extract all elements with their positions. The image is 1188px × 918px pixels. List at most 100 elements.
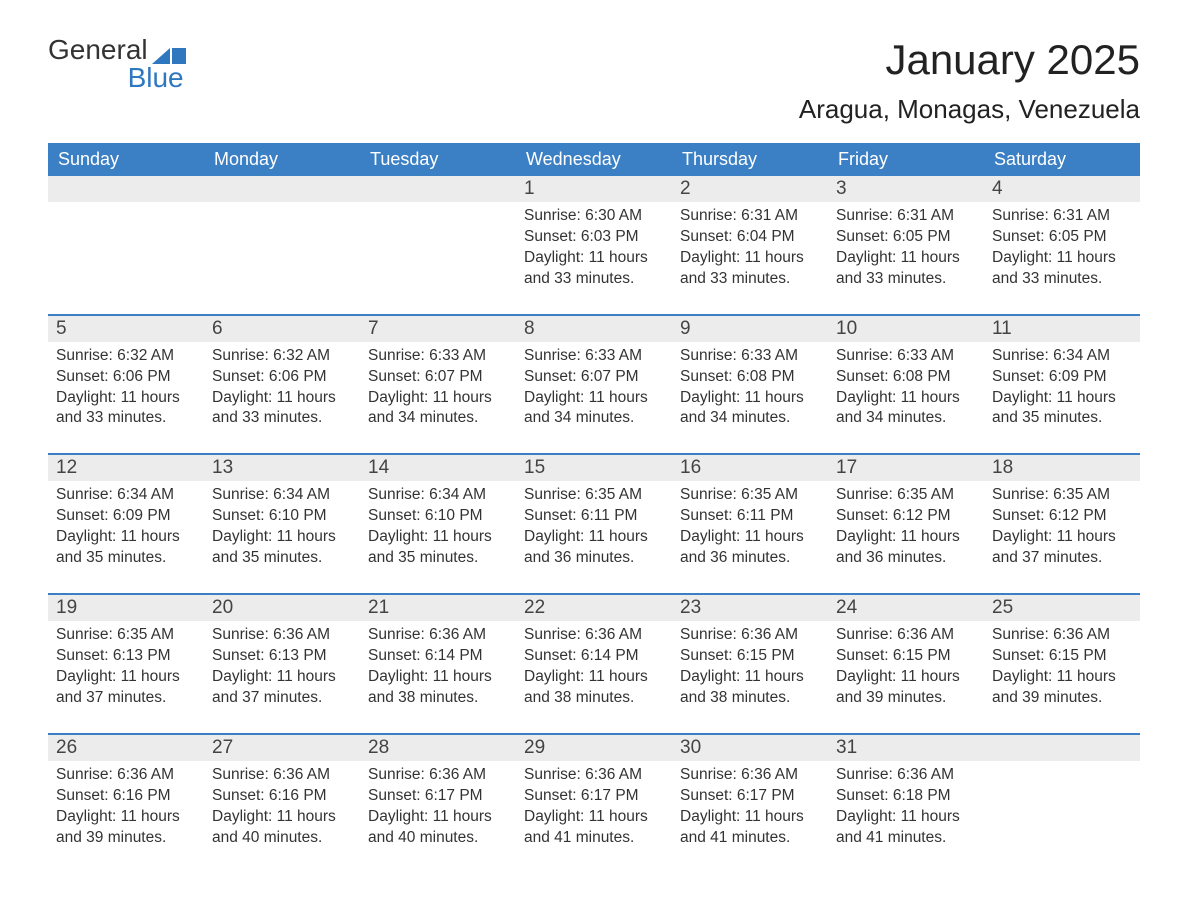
dow-cell: Tuesday — [360, 143, 516, 176]
daylight-text: Daylight: 11 hours and 41 minutes. — [680, 807, 820, 849]
sunset-text: Sunset: 6:10 PM — [368, 506, 508, 527]
day-number: 21 — [360, 595, 516, 621]
day-body — [48, 202, 204, 206]
day-body — [204, 202, 360, 206]
day-body: Sunrise: 6:36 AMSunset: 6:18 PMDaylight:… — [828, 761, 984, 849]
dow-cell: Thursday — [672, 143, 828, 176]
day-body: Sunrise: 6:36 AMSunset: 6:14 PMDaylight:… — [516, 621, 672, 709]
days-of-week-header: SundayMondayTuesdayWednesdayThursdayFrid… — [48, 143, 1140, 176]
day-number: 22 — [516, 595, 672, 621]
daylight-text: Daylight: 11 hours and 36 minutes. — [524, 527, 664, 569]
day-cell: 15Sunrise: 6:35 AMSunset: 6:11 PMDayligh… — [516, 455, 672, 579]
sunset-text: Sunset: 6:09 PM — [992, 367, 1132, 388]
sunrise-text: Sunrise: 6:34 AM — [368, 485, 508, 506]
day-number — [48, 176, 204, 202]
flag-icon — [152, 42, 186, 64]
day-body: Sunrise: 6:34 AMSunset: 6:10 PMDaylight:… — [360, 481, 516, 569]
day-number: 1 — [516, 176, 672, 202]
day-body: Sunrise: 6:32 AMSunset: 6:06 PMDaylight:… — [204, 342, 360, 430]
week-row: 12Sunrise: 6:34 AMSunset: 6:09 PMDayligh… — [48, 453, 1140, 579]
day-body: Sunrise: 6:35 AMSunset: 6:12 PMDaylight:… — [828, 481, 984, 569]
sunrise-text: Sunrise: 6:35 AM — [992, 485, 1132, 506]
day-number: 26 — [48, 735, 204, 761]
daylight-text: Daylight: 11 hours and 38 minutes. — [680, 667, 820, 709]
sunset-text: Sunset: 6:08 PM — [836, 367, 976, 388]
dow-cell: Sunday — [48, 143, 204, 176]
day-cell: 12Sunrise: 6:34 AMSunset: 6:09 PMDayligh… — [48, 455, 204, 579]
sunset-text: Sunset: 6:04 PM — [680, 227, 820, 248]
day-cell: 14Sunrise: 6:34 AMSunset: 6:10 PMDayligh… — [360, 455, 516, 579]
sunset-text: Sunset: 6:11 PM — [680, 506, 820, 527]
day-cell: 6Sunrise: 6:32 AMSunset: 6:06 PMDaylight… — [204, 316, 360, 440]
daylight-text: Daylight: 11 hours and 37 minutes. — [992, 527, 1132, 569]
sunrise-text: Sunrise: 6:36 AM — [368, 765, 508, 786]
day-cell: 21Sunrise: 6:36 AMSunset: 6:14 PMDayligh… — [360, 595, 516, 719]
day-number: 20 — [204, 595, 360, 621]
sunset-text: Sunset: 6:12 PM — [992, 506, 1132, 527]
sunset-text: Sunset: 6:17 PM — [368, 786, 508, 807]
sunset-text: Sunset: 6:17 PM — [680, 786, 820, 807]
day-body: Sunrise: 6:33 AMSunset: 6:08 PMDaylight:… — [828, 342, 984, 430]
day-cell: 13Sunrise: 6:34 AMSunset: 6:10 PMDayligh… — [204, 455, 360, 579]
daylight-text: Daylight: 11 hours and 35 minutes. — [56, 527, 196, 569]
daylight-text: Daylight: 11 hours and 35 minutes. — [992, 388, 1132, 430]
sunset-text: Sunset: 6:07 PM — [368, 367, 508, 388]
sunset-text: Sunset: 6:10 PM — [212, 506, 352, 527]
daylight-text: Daylight: 11 hours and 34 minutes. — [680, 388, 820, 430]
sunrise-text: Sunrise: 6:36 AM — [680, 765, 820, 786]
dow-cell: Saturday — [984, 143, 1140, 176]
sunrise-text: Sunrise: 6:35 AM — [836, 485, 976, 506]
day-cell: 30Sunrise: 6:36 AMSunset: 6:17 PMDayligh… — [672, 735, 828, 859]
day-cell: 8Sunrise: 6:33 AMSunset: 6:07 PMDaylight… — [516, 316, 672, 440]
sunrise-text: Sunrise: 6:33 AM — [524, 346, 664, 367]
day-body: Sunrise: 6:33 AMSunset: 6:07 PMDaylight:… — [360, 342, 516, 430]
dow-cell: Wednesday — [516, 143, 672, 176]
day-number: 2 — [672, 176, 828, 202]
daylight-text: Daylight: 11 hours and 34 minutes. — [836, 388, 976, 430]
day-number: 23 — [672, 595, 828, 621]
day-body: Sunrise: 6:36 AMSunset: 6:15 PMDaylight:… — [672, 621, 828, 709]
day-body: Sunrise: 6:33 AMSunset: 6:07 PMDaylight:… — [516, 342, 672, 430]
day-cell: 18 Sunrise: 6:35 AMSunset: 6:12 PMDayligh… — [984, 455, 1140, 579]
day-number: 18 — [984, 455, 1140, 481]
day-body: Sunrise: 6:36 AMSunset: 6:17 PMDaylight:… — [360, 761, 516, 849]
daylight-text: Daylight: 11 hours and 33 minutes. — [836, 248, 976, 290]
day-cell: 9Sunrise: 6:33 AMSunset: 6:08 PMDaylight… — [672, 316, 828, 440]
day-body: Sunrise: 6:35 AMSunset: 6:11 PMDaylight:… — [672, 481, 828, 569]
logo: General Blue — [48, 36, 186, 92]
daylight-text: Daylight: 11 hours and 33 minutes. — [524, 248, 664, 290]
sunrise-text: Sunrise: 6:36 AM — [524, 625, 664, 646]
daylight-text: Daylight: 11 hours and 38 minutes. — [368, 667, 508, 709]
day-number: 24 — [828, 595, 984, 621]
sunrise-text: Sunrise: 6:36 AM — [56, 765, 196, 786]
daylight-text: Daylight: 11 hours and 39 minutes. — [992, 667, 1132, 709]
sunset-text: Sunset: 6:18 PM — [836, 786, 976, 807]
day-body: Sunrise: 6:35 AMSunset: 6:13 PMDaylight:… — [48, 621, 204, 709]
calendar: SundayMondayTuesdayWednesdayThursdayFrid… — [48, 143, 1140, 858]
day-body: Sunrise: 6:36 AMSunset: 6:13 PMDaylight:… — [204, 621, 360, 709]
day-number: 27 — [204, 735, 360, 761]
sunset-text: Sunset: 6:05 PM — [992, 227, 1132, 248]
sunrise-text: Sunrise: 6:31 AM — [680, 206, 820, 227]
daylight-text: Daylight: 11 hours and 41 minutes. — [524, 807, 664, 849]
day-cell: 28Sunrise: 6:36 AMSunset: 6:17 PMDayligh… — [360, 735, 516, 859]
sunrise-text: Sunrise: 6:30 AM — [524, 206, 664, 227]
day-cell: 10Sunrise: 6:33 AMSunset: 6:08 PMDayligh… — [828, 316, 984, 440]
day-number: 10 — [828, 316, 984, 342]
logo-text-general: General — [48, 36, 148, 64]
daylight-text: Daylight: 11 hours and 36 minutes. — [836, 527, 976, 569]
day-number: 14 — [360, 455, 516, 481]
daylight-text: Daylight: 11 hours and 37 minutes. — [56, 667, 196, 709]
sunrise-text: Sunrise: 6:36 AM — [368, 625, 508, 646]
sunrise-text: Sunrise: 6:33 AM — [680, 346, 820, 367]
day-cell — [360, 176, 516, 300]
day-body: Sunrise: 6:34 AMSunset: 6:10 PMDaylight:… — [204, 481, 360, 569]
daylight-text: Daylight: 11 hours and 39 minutes. — [836, 667, 976, 709]
sunset-text: Sunset: 6:12 PM — [836, 506, 976, 527]
sunset-text: Sunset: 6:05 PM — [836, 227, 976, 248]
daylight-text: Daylight: 11 hours and 33 minutes. — [56, 388, 196, 430]
sunset-text: Sunset: 6:08 PM — [680, 367, 820, 388]
day-cell: 29Sunrise: 6:36 AMSunset: 6:17 PMDayligh… — [516, 735, 672, 859]
week-row: 5Sunrise: 6:32 AMSunset: 6:06 PMDaylight… — [48, 314, 1140, 440]
day-number: 19 — [48, 595, 204, 621]
